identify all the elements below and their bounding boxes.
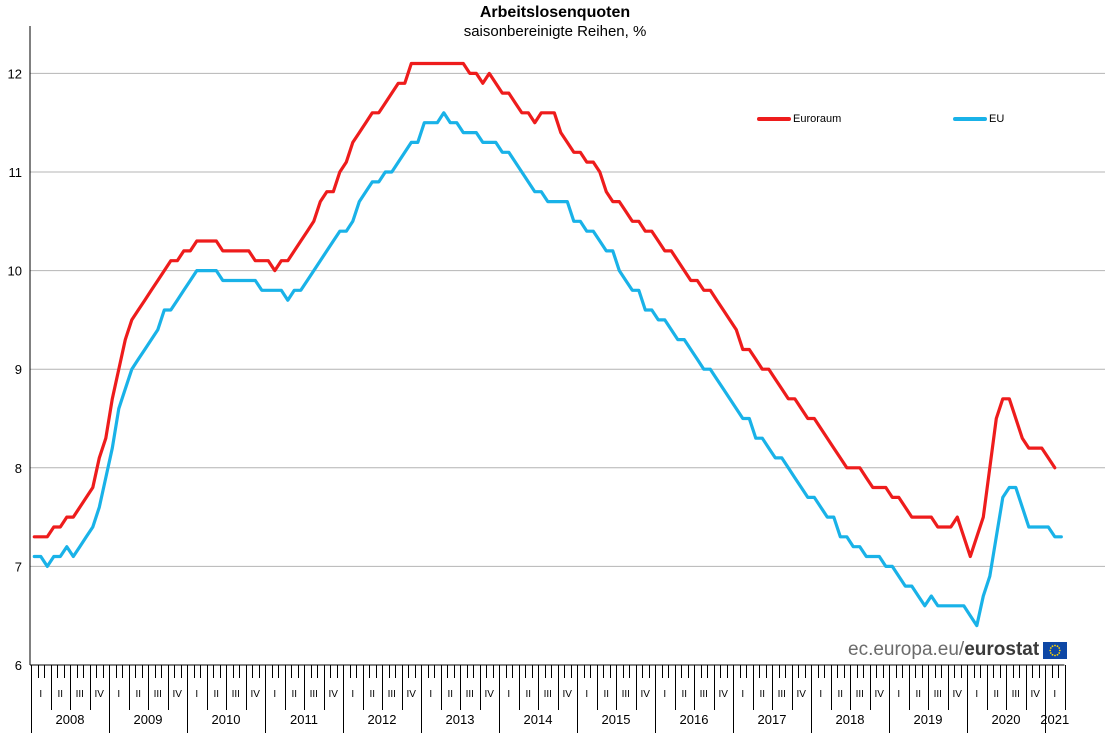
y-tick-label: 11 [9,165,23,180]
year-label: 2009 [134,712,163,727]
legend-label-eu: EU [989,113,1005,125]
legend-swatch-eu [953,117,987,121]
year-label: 2017 [758,712,787,727]
year-label: 2013 [446,712,475,727]
quarter-label: I [195,689,198,700]
y-tick-label: 12 [8,66,22,81]
quarter-label: II [993,689,999,700]
legend-item-eu: EU [953,112,1004,126]
quarter-label: III [154,689,162,700]
quarter-label: III [1012,689,1020,700]
quarter-label: III [700,689,708,700]
quarter-label: III [388,689,396,700]
eurostat-brand: ec.europa.eu/eurostat [848,638,1068,662]
quarter-label: IV [173,689,183,700]
year-label: 2016 [680,712,709,727]
quarter-label: IV [95,689,105,700]
brand-name: eurostat [964,639,1040,660]
quarter-label: IV [797,689,807,700]
quarter-label: IV [563,689,573,700]
quarter-label: II [135,689,141,700]
quarter-label: III [622,689,630,700]
quarter-label: I [897,689,900,700]
quarter-label: I [507,689,510,700]
quarter-label: IV [329,689,339,700]
year-label: 2014 [524,712,553,727]
quarter-label: III [232,689,240,700]
series-lines [32,61,1063,628]
eu-flag-icon [1043,641,1068,659]
quarter-label: I [741,689,744,700]
quarter-label: I [39,689,42,700]
quarter-label: IV [485,689,495,700]
quarter-label: III [310,689,318,700]
y-tick-label: 8 [15,461,22,476]
quarter-label: II [57,689,63,700]
year-label: 2012 [368,712,397,727]
horizontal-gridlines [30,72,1105,567]
quarter-label: I [351,689,354,700]
y-tick-label: 7 [15,559,22,574]
quarter-label: I [975,689,978,700]
legend-label-euroraum: Euroraum [793,113,842,125]
series-line-euroraum [32,61,1057,559]
chart-title: Arbeitslosenquoten [479,4,631,21]
y-tick-label: 10 [8,264,22,279]
quarter-label: III [856,689,864,700]
quarter-label: IV [953,689,963,700]
quarter-label: I [663,689,666,700]
y-tick-label: 9 [15,362,22,377]
quarter-label: IV [251,689,261,700]
quarter-label: III [466,689,474,700]
quarter-label: I [429,689,432,700]
quarter-label: III [76,689,84,700]
quarter-label: I [585,689,588,700]
year-label: 2011 [290,712,318,727]
quarter-label: I [819,689,822,700]
year-label: 2018 [836,712,865,727]
quarter-label: II [681,689,687,700]
quarter-label: IV [875,689,885,700]
quarter-label: III [544,689,552,700]
quarter-label: II [369,689,375,700]
quarter-label: I [1053,689,1056,700]
year-label: 2010 [212,712,241,727]
year-label: 2019 [914,712,943,727]
quarter-label: IV [641,689,651,700]
y-axis-tick-labels: 6 7 8 9 10 11 12 [8,26,31,673]
quarter-label: II [525,689,531,700]
quarter-label: I [117,689,120,700]
quarter-label: II [915,689,921,700]
quarter-label: II [291,689,297,700]
quarter-label: I [273,689,276,700]
quarter-label: II [447,689,453,700]
quarter-label: II [603,689,609,700]
series-line-eu [32,111,1063,628]
chart-subtitle: saisonbereinigte Reihen, % [463,23,647,40]
quarter-label: II [837,689,843,700]
y-tick-label: 6 [15,658,22,673]
quarter-label: IV [407,689,417,700]
year-label: 2008 [56,712,85,727]
quarter-label: II [759,689,765,700]
quarter-label: III [778,689,786,700]
quarter-label: IV [1031,689,1041,700]
quarter-label: II [213,689,219,700]
brand-prefix: ec.europa.eu/ [848,639,965,660]
legend-item-euroraum: Euroraum [757,112,841,126]
legend-swatch-euroraum [757,117,791,121]
year-label: 2021 [1040,712,1069,727]
x-axis-timeline: I II III IV I II III IV I II III IV I II III IV I II III IV… [30,664,1069,733]
year-label: 2015 [602,712,631,727]
quarter-label: IV [719,689,729,700]
quarter-label: III [934,689,942,700]
year-label: 2020 [992,712,1021,727]
